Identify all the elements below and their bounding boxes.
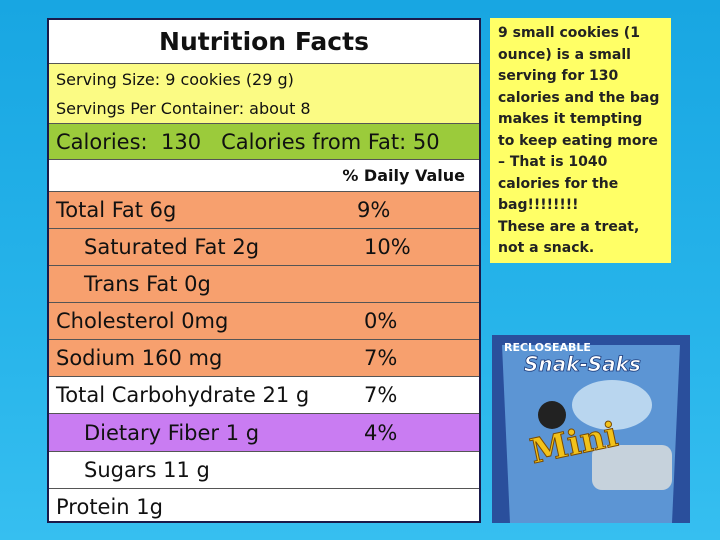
blur-patch [592,445,672,490]
nutrient-name: Sugars 11 g [84,458,210,482]
serving-box: Serving Size: 9 cookies (29 g) Servings … [49,64,479,124]
serving-size: Serving Size: 9 cookies (29 g) [56,70,294,89]
cookie [538,401,566,429]
product-image: RECLOSEABLE Snak-Saks Mini [492,335,690,523]
nutrient-percent: 7% [364,346,398,370]
nutrient-name: Cholesterol 0mg [56,309,229,333]
label-title: Nutrition Facts [49,20,479,64]
bag-tag: RECLOSEABLE [504,341,591,354]
nutrient-row: Sodium 160 mg 7% [49,340,479,377]
nutrient-percent: 4% [364,421,398,445]
nutrient-name: Total Fat 6g [56,198,177,222]
nutrient-row: Saturated Fat 2g 10% [49,229,479,266]
nutrient-row: Trans Fat 0g [49,266,479,303]
nutrient-row: Sugars 11 g [49,452,479,489]
nutrient-row: Cholesterol 0mg 0% [49,303,479,340]
nutrient-percent: 9% [357,198,391,222]
nutrient-name: Total Carbohydrate 21 g [56,383,310,407]
note-text: 9 small cookies (1 ounce) is a small ser… [498,25,660,213]
daily-value-header: % Daily Value [49,160,479,192]
cookie-splash [572,380,652,430]
note-emphasis: These are a treat, not a snack. [498,218,640,257]
bag-brand: Snak-Saks [524,352,641,376]
servings-per-container: Servings Per Container: about 8 [56,99,311,118]
nutrient-row: Dietary Fiber 1 g 4% [49,414,479,452]
nutrient-name: Trans Fat 0g [84,272,211,296]
calories: Calories: 130 Calories from Fat: 50 [49,124,479,160]
nutrient-name: Protein 1g [56,495,163,519]
nutrient-row: Protein 1g [49,489,479,525]
nutrient-percent: 7% [364,383,398,407]
nutrition-label: Nutrition Facts Serving Size: 9 cookies … [47,18,481,523]
nutrient-name: Saturated Fat 2g [84,235,260,259]
nutrient-percent: 10% [364,235,411,259]
nutrient-name: Dietary Fiber 1 g [84,421,260,445]
bag-product: Mini [527,415,622,472]
nutrient-row: Total Carbohydrate 21 g 7% [49,377,479,414]
nutrient-percent: 0% [364,309,398,333]
nutrient-row: Total Fat 6g 9% [49,192,479,229]
nutrient-name: Sodium 160 mg [56,346,223,370]
note-box: 9 small cookies (1 ounce) is a small ser… [490,18,671,263]
